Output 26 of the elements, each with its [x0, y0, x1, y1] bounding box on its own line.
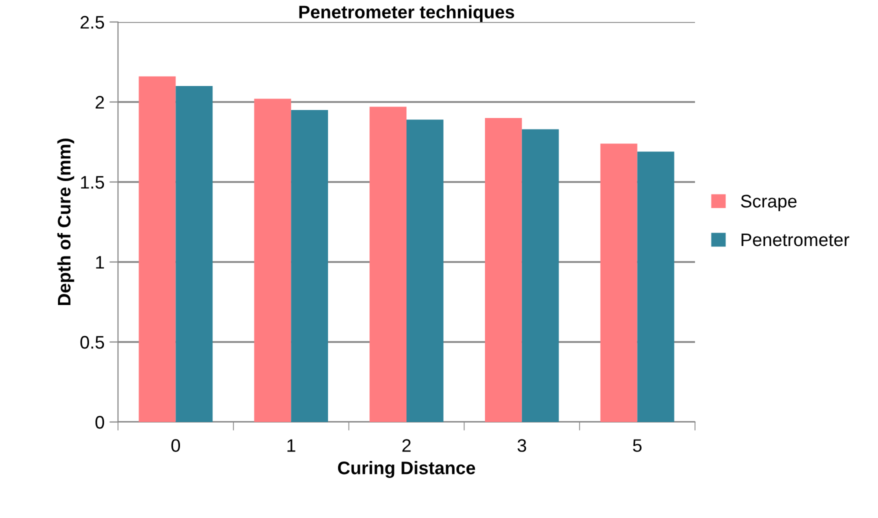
x-tick-label: 3 — [518, 439, 526, 452]
y-axis-title: Depth of Cure (mm) — [57, 138, 74, 306]
legend-label: Penetrometer — [742, 234, 850, 246]
bar — [406, 120, 444, 422]
bar — [254, 98, 292, 422]
y-tick-label: 2.5 — [80, 16, 104, 29]
y-tick-label: 0.5 — [80, 336, 104, 349]
legend-label: Scrape — [740, 194, 797, 212]
y-tick-label: 1 — [96, 256, 104, 269]
x-tick-label: 5 — [633, 439, 642, 452]
bar — [138, 76, 176, 422]
bar — [600, 144, 638, 422]
chart-title: Penetrometer techniques — [299, 5, 514, 22]
x-tick-label: 1 — [287, 439, 296, 452]
bar — [484, 118, 522, 422]
bar — [370, 106, 406, 422]
bar — [522, 129, 559, 422]
x-tick-label: 2 — [402, 439, 411, 452]
bar — [291, 110, 328, 422]
bar — [637, 152, 674, 422]
x-tick-label: 0 — [171, 439, 180, 452]
bar — [176, 86, 213, 422]
y-tick-label: 1.5 — [81, 176, 104, 189]
y-tick-label: 0 — [95, 416, 104, 429]
x-axis-title: Curing Distance — [338, 461, 476, 478]
y-tick-label: 2 — [96, 96, 104, 109]
